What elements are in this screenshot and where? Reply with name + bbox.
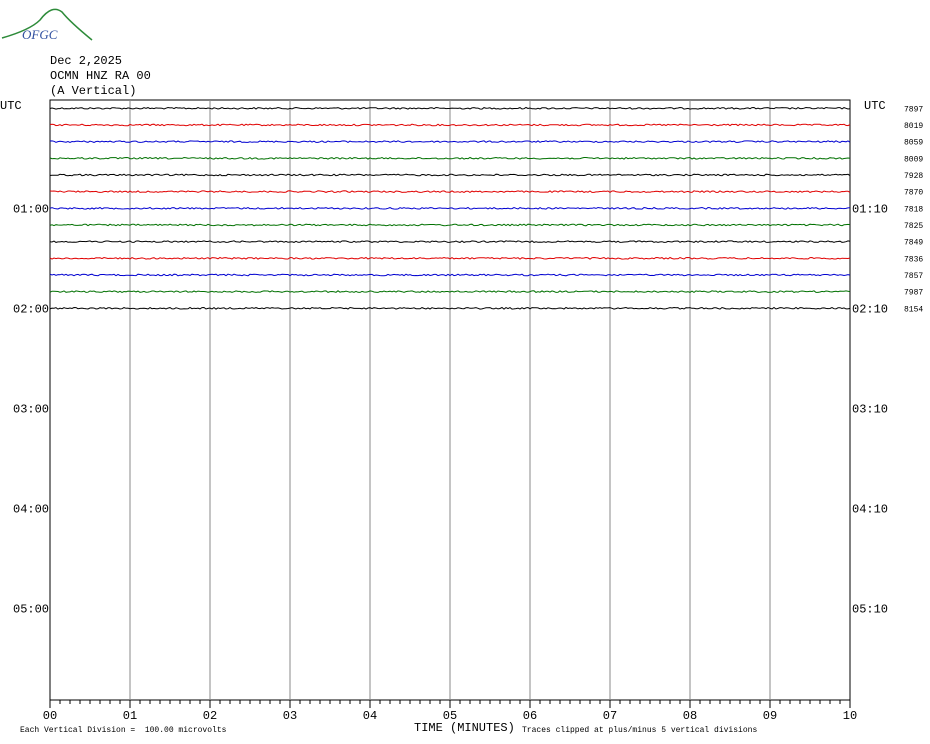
trace [49, 140, 851, 143]
trace-level: 7870 [904, 189, 923, 198]
x-tick-label: 02 [203, 709, 217, 723]
hour-label-left: 01:00 [13, 202, 49, 216]
trace [49, 240, 851, 243]
trace-level: 7849 [904, 239, 923, 248]
x-tick-label: 03 [283, 709, 297, 723]
component: (A Vertical) [50, 84, 136, 98]
hour-label-left: 02:00 [13, 302, 49, 316]
x-tick-label: 05 [443, 709, 457, 723]
logo: OFGC [1, 8, 93, 42]
x-tick-label: 01 [123, 709, 137, 723]
x-tick-label: 04 [363, 709, 377, 723]
trace [49, 223, 851, 227]
date: Dec 2,2025 [50, 54, 122, 68]
hour-label-left: 05:00 [13, 602, 49, 616]
trace-level: 7818 [904, 205, 923, 214]
x-tick-label: 00 [43, 709, 57, 723]
trace-level: 7836 [904, 255, 923, 264]
utc-right: UTC [864, 99, 886, 113]
trace [49, 156, 851, 160]
hour-label-left: 03:00 [13, 402, 49, 416]
x-tick-label: 09 [763, 709, 777, 723]
hour-label-right: 04:10 [852, 502, 888, 516]
footer-right: Traces clipped at plus/minus 5 vertical … [522, 726, 757, 735]
trace-level: 8019 [904, 122, 923, 131]
hour-label-left: 04:00 [13, 502, 49, 516]
x-tick-label: 07 [603, 709, 617, 723]
hour-label-right: 02:10 [852, 302, 888, 316]
hour-label-right: 01:10 [852, 202, 888, 216]
trace-level: 7857 [904, 272, 923, 281]
trace-level: 7897 [904, 105, 923, 114]
x-tick-label: 06 [523, 709, 537, 723]
trace [49, 290, 851, 294]
trace [49, 173, 851, 177]
x-tick-label: 08 [683, 709, 697, 723]
trace-level: 8009 [904, 155, 923, 164]
trace-level: 8154 [904, 305, 923, 314]
trace [49, 306, 851, 310]
trace [49, 190, 851, 194]
x-axis-label: TIME (MINUTES) [414, 721, 515, 735]
footer-left: Each Vertical Division = 100.00 microvol… [20, 726, 227, 735]
logo-curve [1, 8, 93, 41]
trace-level: 7987 [904, 289, 923, 298]
station: OCMN HNZ RA 00 [50, 69, 151, 83]
trace [49, 206, 851, 210]
trace [49, 273, 851, 277]
trace [49, 256, 851, 260]
hour-label-right: 05:10 [852, 602, 888, 616]
trace [49, 106, 851, 110]
trace [49, 123, 851, 127]
utc-left: UTC [0, 99, 22, 113]
trace-level: 7928 [904, 172, 923, 181]
trace-level: 8059 [904, 139, 923, 148]
trace-level: 7825 [904, 222, 923, 231]
logo-text: OFGC [22, 27, 58, 42]
hour-label-right: 03:10 [852, 402, 888, 416]
x-tick-label: 10 [843, 709, 857, 723]
